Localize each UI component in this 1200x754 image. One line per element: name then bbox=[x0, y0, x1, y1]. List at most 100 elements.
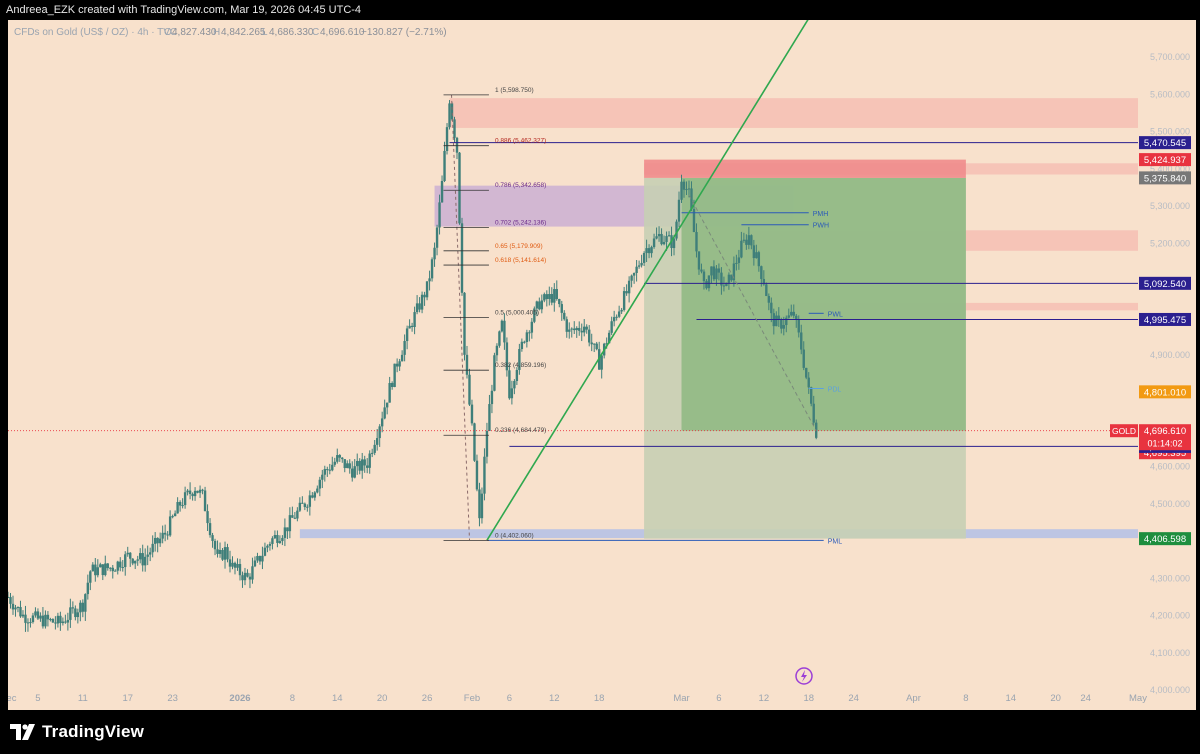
candle bbox=[321, 469, 324, 489]
candle bbox=[530, 318, 534, 339]
tradingview-logo[interactable]: TradingView bbox=[10, 722, 144, 742]
candle-body bbox=[483, 456, 486, 494]
x-tick-label: 26 bbox=[422, 693, 433, 704]
candle bbox=[747, 226, 751, 250]
candle-body bbox=[383, 407, 386, 419]
fib-level-label: 0.786 (5,342.658) bbox=[495, 182, 546, 189]
candle bbox=[326, 466, 329, 477]
candle-body bbox=[595, 343, 598, 350]
candle bbox=[555, 280, 558, 301]
candle bbox=[176, 497, 179, 514]
candle-body bbox=[453, 119, 456, 138]
candle-body bbox=[151, 543, 154, 553]
candle-body bbox=[208, 523, 212, 536]
candle-body bbox=[430, 259, 434, 279]
candle bbox=[390, 381, 394, 390]
candle bbox=[805, 367, 808, 380]
candle bbox=[358, 458, 361, 475]
candle bbox=[755, 244, 758, 259]
candle-body bbox=[780, 319, 783, 329]
candle-body bbox=[303, 503, 307, 508]
candle bbox=[428, 270, 431, 291]
candle bbox=[795, 313, 798, 328]
candle-body bbox=[223, 547, 227, 560]
candle bbox=[770, 297, 773, 323]
candle-body bbox=[493, 355, 496, 391]
x-tick-label: 18 bbox=[594, 693, 605, 704]
candle bbox=[134, 560, 137, 570]
candle bbox=[109, 567, 112, 572]
attribution-text: Andreea_EZK created with TradingView.com… bbox=[6, 4, 362, 16]
candle-body bbox=[353, 466, 356, 478]
candle-body bbox=[560, 304, 563, 313]
candle-body bbox=[301, 502, 304, 504]
candle bbox=[575, 326, 578, 338]
candle bbox=[233, 561, 237, 575]
x-tick-label: 11 bbox=[78, 693, 88, 704]
candle-body bbox=[675, 221, 678, 239]
candle bbox=[543, 292, 546, 303]
x-tick-label: Mar bbox=[673, 693, 689, 704]
y-tick-label: 4,300.000 bbox=[1150, 573, 1190, 583]
candle bbox=[445, 123, 449, 155]
candle bbox=[705, 279, 708, 290]
candle bbox=[675, 219, 678, 241]
candle-body bbox=[321, 474, 324, 480]
candle bbox=[505, 337, 509, 377]
candle-body bbox=[343, 459, 346, 469]
candle bbox=[258, 555, 262, 565]
candle bbox=[775, 311, 778, 327]
fib-level-label: 0.702 (5,242.136) bbox=[495, 220, 546, 227]
candle bbox=[647, 244, 651, 259]
candle bbox=[146, 545, 149, 566]
candle-body bbox=[425, 281, 429, 298]
candle-body bbox=[767, 296, 771, 303]
candle bbox=[148, 547, 152, 562]
candle-body bbox=[655, 236, 658, 239]
candle bbox=[500, 319, 504, 333]
x-tick-label: 17 bbox=[122, 693, 133, 704]
candle bbox=[510, 380, 514, 405]
y-tick-label: 4,200.000 bbox=[1150, 611, 1190, 621]
candle bbox=[732, 256, 736, 287]
candle-body bbox=[488, 404, 491, 431]
current-price-tag: 4,696.610 bbox=[1144, 426, 1186, 437]
candle-body bbox=[765, 284, 768, 297]
candle-body bbox=[248, 576, 252, 580]
candle bbox=[96, 559, 100, 578]
legend-ohlc: O 4,827.430 H 4,842.265 L 4,686.330 C 4,… bbox=[164, 27, 447, 38]
price-tag-bg bbox=[1139, 532, 1191, 546]
candle-body bbox=[525, 332, 529, 342]
candle-body bbox=[298, 502, 302, 511]
candle bbox=[291, 506, 294, 518]
candle bbox=[787, 308, 790, 319]
candle bbox=[16, 606, 20, 613]
candle bbox=[181, 498, 184, 509]
candle bbox=[785, 315, 788, 333]
candle-body bbox=[760, 266, 763, 279]
candle-body bbox=[642, 253, 646, 263]
price-chart[interactable]: PMH PWH PWL PDL PML 1 (5,598.750) 0.886 (5,46… bbox=[8, 20, 1196, 710]
candle-body bbox=[520, 341, 524, 350]
candle bbox=[695, 223, 698, 258]
lines-layer: PMH PWH PWL PDL PML bbox=[8, 20, 1138, 545]
candle-body bbox=[660, 233, 663, 245]
candle-body bbox=[51, 619, 55, 623]
candle-body bbox=[188, 490, 192, 494]
candle bbox=[41, 607, 45, 629]
fib-level-label: 0.618 (5,141.614) bbox=[495, 257, 546, 264]
candle-body bbox=[84, 594, 87, 612]
candle-body bbox=[196, 490, 199, 493]
y-tick-label: 4,000.000 bbox=[1150, 685, 1190, 695]
lightning-icon[interactable] bbox=[795, 667, 813, 685]
candle bbox=[66, 612, 70, 631]
candle-body bbox=[41, 615, 45, 627]
chart-area[interactable]: PMH PWH PWL PDL PML 1 (5,598.750) 0.886 (5,46… bbox=[8, 20, 1196, 710]
candle bbox=[473, 422, 476, 462]
candle bbox=[745, 234, 748, 250]
candle-body bbox=[211, 535, 214, 541]
fib-level-label: 1 (5,598.750) bbox=[495, 87, 534, 94]
candle-body bbox=[635, 266, 638, 274]
candle-body bbox=[271, 538, 274, 544]
